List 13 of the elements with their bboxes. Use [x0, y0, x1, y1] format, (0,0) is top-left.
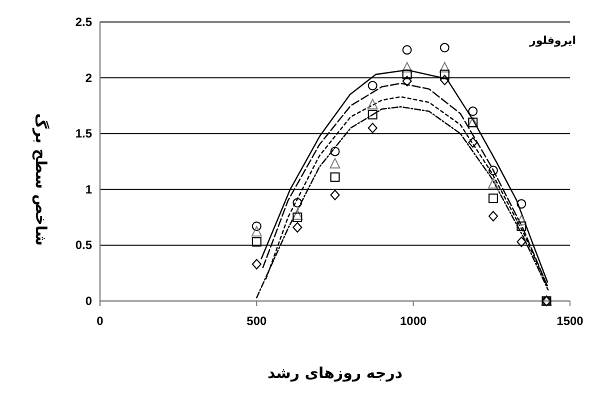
- x-tick-label: 0: [96, 314, 104, 328]
- y-tick-label: 2.5: [75, 15, 92, 29]
- y-tick-label: 1.5: [75, 126, 92, 141]
- x-tick-label: 1500: [556, 314, 584, 328]
- annotation: ایروفلور: [528, 34, 576, 47]
- y-tick-label: 0.5: [75, 238, 92, 252]
- y-tick-label: 0: [85, 294, 92, 308]
- y-tick-label: 2: [85, 70, 92, 85]
- y-tick-label: 1: [85, 182, 92, 196]
- x-tick-label: 500: [246, 314, 267, 328]
- y-axis-title: شاخص سطح برگ: [32, 113, 50, 246]
- x-tick-label: 1000: [400, 314, 428, 328]
- x-axis-title: درجه روزهای رشد: [267, 364, 403, 382]
